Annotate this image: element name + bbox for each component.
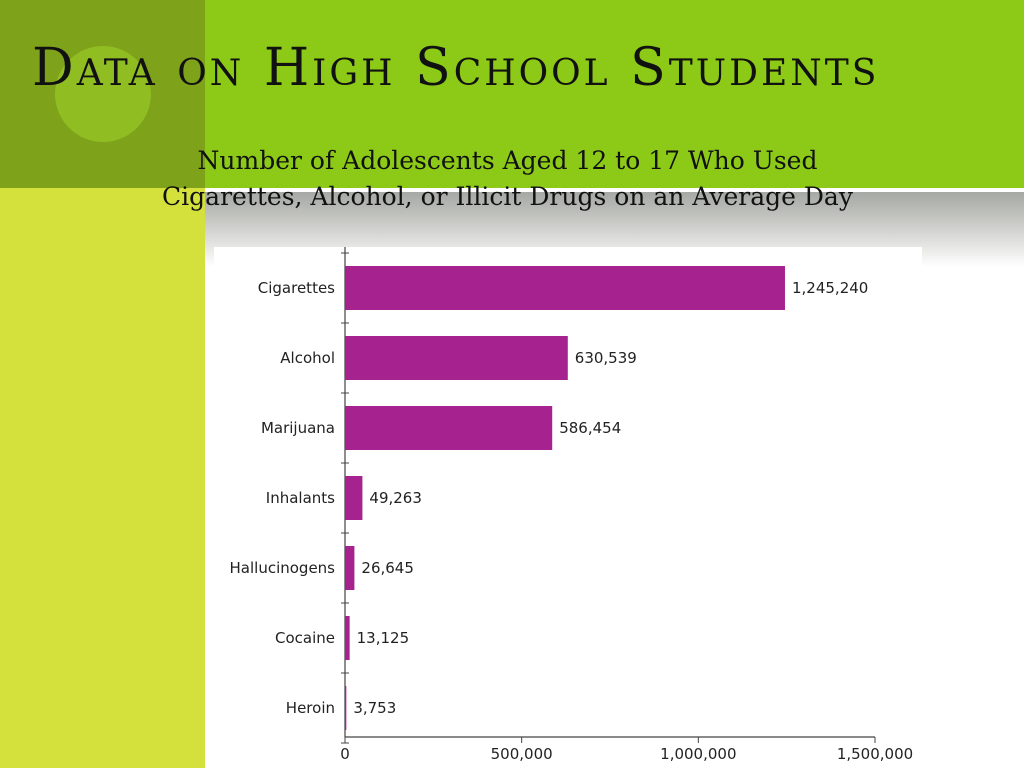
bar: [345, 406, 553, 450]
x-tick-label: 500,000: [491, 745, 553, 763]
category-label: Inhalants: [266, 489, 335, 507]
data-label: 26,645: [361, 559, 414, 577]
category-label: Hallucinogens: [230, 559, 336, 577]
bar-chart: Cigarettes 1,245,240 Alcohol 630,539 Marijua…: [230, 247, 913, 763]
category-label: Heroin: [286, 699, 335, 717]
data-label: 3,753: [353, 699, 396, 717]
data-label: 13,125: [357, 629, 410, 647]
data-label: 630,539: [575, 349, 637, 367]
category-label: Marijuana: [261, 419, 335, 437]
category-label: Alcohol: [280, 349, 335, 367]
slide-title: Data on High School Students: [32, 38, 880, 98]
top-band: [205, 0, 1024, 188]
category-label: Cocaine: [275, 629, 335, 647]
chart-subtitle: Number of Adolescents Aged 12 to 17 Who …: [100, 143, 915, 215]
bar: [345, 266, 785, 310]
divider-line: [205, 188, 1024, 192]
chart-panel: Cigarettes 1,245,240 Alcohol 630,539 Marijua…: [214, 247, 922, 768]
bar: [345, 686, 347, 730]
bar: [345, 546, 355, 590]
x-tick-label: 1,000,000: [660, 745, 736, 763]
subtitle-line-2: Cigarettes, Alcohol, or Illicit Drugs on…: [162, 182, 853, 211]
bar: [345, 336, 568, 380]
decorative-circle: [55, 46, 151, 142]
x-tick-label: 0: [340, 745, 350, 763]
x-tick-label: 1,500,000: [837, 745, 913, 763]
bar: [345, 616, 350, 660]
bar: [345, 476, 363, 520]
data-label: 49,263: [369, 489, 422, 507]
data-label: 586,454: [559, 419, 621, 437]
subtitle-line-1: Number of Adolescents Aged 12 to 17 Who …: [197, 146, 818, 175]
category-label: Cigarettes: [258, 279, 335, 297]
data-label: 1,245,240: [792, 279, 868, 297]
